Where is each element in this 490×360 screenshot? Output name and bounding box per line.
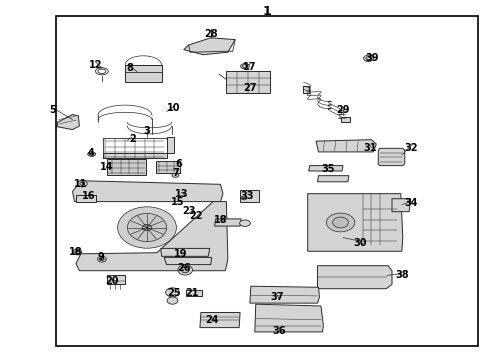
Ellipse shape xyxy=(73,249,82,255)
Text: 33: 33 xyxy=(241,191,254,201)
Polygon shape xyxy=(184,38,235,55)
Polygon shape xyxy=(76,202,228,271)
Ellipse shape xyxy=(167,297,178,304)
Text: 31: 31 xyxy=(363,143,377,153)
Polygon shape xyxy=(161,248,210,256)
Polygon shape xyxy=(318,266,392,289)
Polygon shape xyxy=(73,181,223,202)
Text: 21: 21 xyxy=(185,288,199,298)
Polygon shape xyxy=(57,114,79,130)
Ellipse shape xyxy=(127,213,167,242)
Text: 2: 2 xyxy=(129,134,136,144)
Polygon shape xyxy=(255,304,323,332)
Ellipse shape xyxy=(333,217,348,228)
Ellipse shape xyxy=(241,64,249,69)
Ellipse shape xyxy=(181,267,189,273)
Text: 3: 3 xyxy=(144,126,150,136)
Text: 35: 35 xyxy=(321,164,335,174)
Text: 9: 9 xyxy=(97,252,104,262)
Text: 12: 12 xyxy=(89,60,102,70)
Polygon shape xyxy=(240,190,259,202)
Polygon shape xyxy=(76,195,96,202)
Polygon shape xyxy=(186,290,202,296)
Text: 18: 18 xyxy=(69,247,83,257)
Polygon shape xyxy=(341,117,350,122)
Ellipse shape xyxy=(364,55,373,62)
Ellipse shape xyxy=(88,152,96,157)
Text: 19: 19 xyxy=(173,249,187,259)
Ellipse shape xyxy=(240,220,250,226)
Text: 1: 1 xyxy=(263,5,271,18)
Text: 28: 28 xyxy=(204,29,218,39)
Polygon shape xyxy=(156,161,180,173)
Polygon shape xyxy=(107,159,146,175)
Text: 18: 18 xyxy=(214,215,227,225)
Text: 4: 4 xyxy=(87,148,94,158)
Text: 29: 29 xyxy=(336,105,350,115)
Polygon shape xyxy=(125,65,162,82)
Text: 38: 38 xyxy=(395,270,409,280)
Polygon shape xyxy=(250,286,319,303)
Polygon shape xyxy=(378,148,405,166)
Text: 34: 34 xyxy=(405,198,418,208)
Ellipse shape xyxy=(77,180,87,187)
Ellipse shape xyxy=(143,225,151,231)
Polygon shape xyxy=(316,140,376,152)
Text: 17: 17 xyxy=(243,62,257,72)
Text: 10: 10 xyxy=(167,103,181,113)
Text: 14: 14 xyxy=(100,162,114,172)
Polygon shape xyxy=(318,176,349,182)
Text: 32: 32 xyxy=(405,143,418,153)
Ellipse shape xyxy=(166,288,179,297)
Text: 30: 30 xyxy=(353,238,367,248)
Text: 36: 36 xyxy=(272,326,286,336)
Text: 6: 6 xyxy=(175,159,182,169)
Polygon shape xyxy=(107,275,125,284)
Polygon shape xyxy=(103,137,174,158)
Text: 26: 26 xyxy=(177,263,191,273)
Polygon shape xyxy=(309,166,343,171)
Text: 15: 15 xyxy=(171,197,184,207)
Text: 13: 13 xyxy=(174,189,188,199)
Text: 16: 16 xyxy=(82,191,96,201)
Text: 8: 8 xyxy=(126,63,133,73)
Text: 37: 37 xyxy=(270,292,284,302)
Text: 24: 24 xyxy=(205,315,219,325)
Text: 5: 5 xyxy=(49,105,56,115)
Text: 27: 27 xyxy=(243,83,257,93)
Ellipse shape xyxy=(172,174,179,177)
Ellipse shape xyxy=(118,207,176,248)
Text: 22: 22 xyxy=(189,211,203,221)
Polygon shape xyxy=(303,86,309,93)
Ellipse shape xyxy=(178,265,193,275)
Text: 25: 25 xyxy=(167,288,181,298)
Polygon shape xyxy=(200,312,240,328)
Polygon shape xyxy=(215,219,241,226)
Polygon shape xyxy=(392,199,411,212)
Ellipse shape xyxy=(326,213,355,232)
Bar xyxy=(56,16,478,346)
Text: 39: 39 xyxy=(366,53,379,63)
Polygon shape xyxy=(164,257,212,265)
Bar xyxy=(226,71,270,93)
Text: 20: 20 xyxy=(105,276,119,286)
Text: 23: 23 xyxy=(182,206,196,216)
Polygon shape xyxy=(308,194,403,251)
Text: 11: 11 xyxy=(74,179,88,189)
Ellipse shape xyxy=(98,256,106,262)
Text: 7: 7 xyxy=(172,168,179,178)
